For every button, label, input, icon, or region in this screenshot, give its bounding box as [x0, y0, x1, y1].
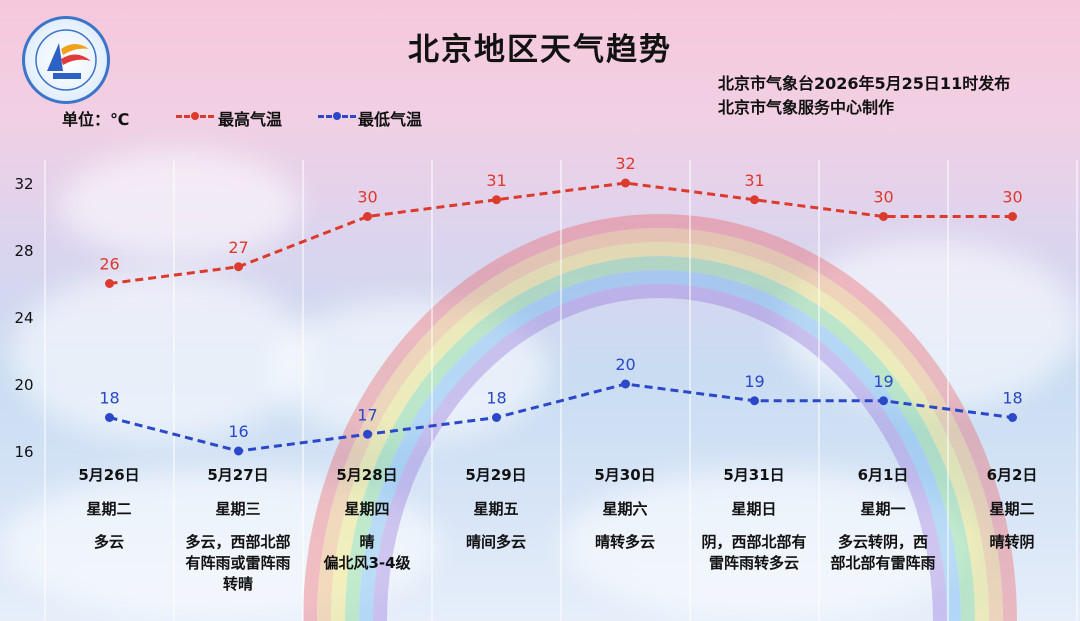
cloud-decoration	[270, 300, 550, 440]
high-temp-line	[109, 181, 1013, 285]
high-temp-point	[105, 279, 114, 288]
weather-desc-line: 多云	[93, 533, 124, 551]
weather-desc-line: 多云转阴，西	[837, 533, 928, 551]
day-weekday: 星期四	[344, 500, 390, 518]
day-weather: 多云	[45, 532, 173, 553]
legend-low-marker	[333, 112, 341, 120]
y-tick-label: 20	[14, 376, 33, 394]
legend-high-marker	[191, 112, 199, 120]
day-date: 5月27日	[207, 466, 269, 484]
unit-label: 单位：℃	[62, 110, 130, 129]
issuer-line: 北京市气象台2026年5月25日11时发布	[718, 74, 1011, 93]
high-temp-point	[750, 195, 759, 205]
weather-desc-line: 晴转多云	[594, 533, 655, 551]
y-tick-label: 24	[14, 309, 33, 327]
day-date: 6月1日	[857, 466, 909, 484]
low-temp-point	[363, 429, 372, 439]
weather-desc-line: 晴转阴	[989, 533, 1035, 551]
weather-desc-line: 偏北风3-4级	[323, 554, 411, 572]
low-temp-point	[492, 413, 501, 422]
day-date: 5月29日	[465, 466, 527, 484]
low-temp-point	[879, 396, 888, 406]
day-weather: 晴转阴	[948, 532, 1076, 553]
day-weekday: 星期六	[602, 500, 648, 518]
low-temp-label: 18	[99, 389, 119, 408]
weather-desc-line: 晴间多云	[465, 533, 526, 551]
high-temp-label: 30	[873, 188, 893, 207]
day-weekday: 星期一	[860, 500, 906, 518]
day-weather: 晴间多云	[432, 532, 560, 553]
day-weather: 阴，西部北部有 雷阵雨转多云	[690, 532, 818, 574]
day-date: 5月26日	[78, 466, 140, 484]
weather-desc-line: 晴	[359, 533, 375, 551]
y-tick-label: 16	[14, 443, 33, 461]
day-weather: 多云转阴，西 部北部有雷阵雨	[819, 532, 947, 574]
day-date: 5月31日	[723, 466, 785, 484]
high-temp-label: 27	[228, 238, 248, 257]
low-temp-label: 20	[615, 355, 635, 374]
cloud-decoration	[560, 470, 980, 620]
day-weather: 晴偏北风3-4级	[303, 532, 431, 574]
low-temp-label: 19	[873, 372, 893, 391]
producer-line: 北京市气象服务中心制作	[718, 98, 895, 117]
logo-icon	[35, 29, 97, 91]
day-date: 6月2日	[986, 466, 1038, 484]
high-temp-label: 32	[615, 154, 635, 173]
low-temp-label: 18	[1002, 389, 1022, 408]
high-temp-label: 30	[1002, 188, 1022, 207]
weather-desc-line: 多云，西部北部	[185, 533, 291, 551]
low-temp-point	[234, 446, 243, 456]
day-weekday: 星期二	[989, 500, 1035, 518]
day-weather: 多云，西部北部 有阵雨或雷阵雨 转晴	[174, 532, 302, 595]
day-date: 5月30日	[594, 466, 656, 484]
y-tick-label: 28	[14, 242, 33, 260]
low-temp-point	[105, 413, 114, 422]
weather-desc-line: 部北部有雷阵雨	[830, 554, 936, 572]
day-weekday: 星期日	[731, 500, 777, 518]
y-tick-label: 32	[14, 175, 33, 193]
high-temp-point	[621, 178, 630, 188]
cloud-decoration	[0, 470, 440, 620]
day-date: 5月28日	[336, 466, 398, 484]
high-temp-point	[879, 212, 888, 221]
legend-high-label: 最高气温	[218, 110, 283, 129]
high-temp-point	[234, 262, 243, 272]
day-weekday: 星期五	[473, 500, 519, 518]
weather-desc-line: 阴，西部北部有	[701, 533, 807, 551]
low-temp-point	[1008, 413, 1017, 422]
cloud-decoration	[60, 150, 300, 260]
day-weekday: 星期三	[215, 500, 261, 518]
day-weekday: 星期二	[86, 500, 132, 518]
page-title: 北京地区天气趋势	[408, 32, 672, 68]
weather-desc-line: 有阵雨或雷阵雨	[185, 554, 291, 572]
low-temp-label: 19	[744, 372, 764, 391]
cloud-decoration	[780, 240, 1080, 410]
high-temp-label: 31	[744, 171, 764, 190]
high-temp-point	[363, 212, 372, 221]
high-temp-label: 30	[357, 188, 377, 207]
high-temp-label: 31	[486, 171, 506, 190]
high-temp-point	[492, 195, 501, 205]
low-temp-label: 18	[486, 389, 506, 408]
high-temp-point	[1008, 212, 1017, 221]
low-temp-point	[750, 396, 759, 406]
high-temp-label: 26	[99, 255, 119, 274]
day-weather: 晴转多云	[561, 532, 689, 553]
legend-low-label: 最低气温	[358, 110, 423, 129]
low-temp-label: 16	[228, 422, 248, 441]
cloud-decoration	[10, 270, 310, 440]
low-temp-line	[109, 382, 1013, 453]
weather-desc-line: 雷阵雨转多云	[708, 554, 799, 572]
meteorological-service-logo	[22, 16, 110, 104]
weather-desc-line: 转晴	[222, 575, 253, 593]
low-temp-label: 17	[357, 405, 377, 424]
low-temp-point	[621, 379, 630, 389]
issuer-info: 北京市气象台2026年5月25日11时发布 北京市气象服务中心制作	[718, 72, 1010, 120]
